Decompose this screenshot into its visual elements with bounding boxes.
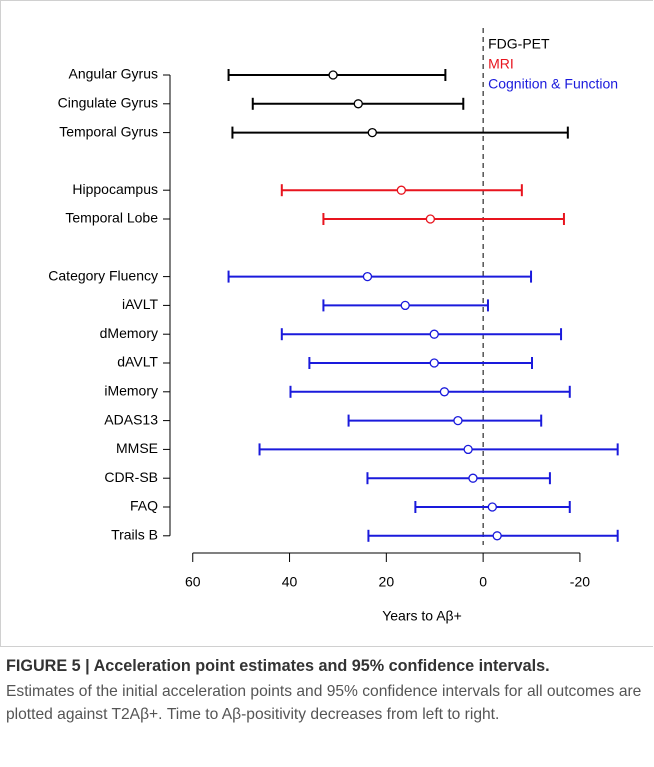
point [362, 271, 373, 282]
y-tick-label: CDR-SB [104, 469, 158, 485]
y-tick-label: Cingulate Gyrus [58, 95, 158, 111]
point [425, 214, 436, 224]
y-tick-label: iMemory [104, 383, 158, 399]
point [439, 387, 450, 397]
point [463, 444, 473, 455]
point [468, 473, 478, 483]
point [492, 531, 502, 541]
point [429, 329, 439, 339]
y-tick-label: Trails B [111, 527, 158, 543]
y-tick-label: dAVLT [117, 354, 158, 370]
y-tick-label: MMSE [116, 440, 158, 456]
legend-entry: MRI [488, 56, 514, 72]
caption-title: FIGURE 5 | Acceleration point estimates … [6, 657, 550, 675]
chart: Years to Aβ+ Angular Gyrus Cingulate Gyru… [48, 28, 619, 624]
y-tick-label: ADAS13 [104, 411, 158, 427]
point [328, 70, 338, 80]
caption-text: Estimates of the initial acceleration po… [6, 683, 642, 723]
point [487, 502, 497, 512]
y-tick-label: Category Fluency [48, 267, 158, 283]
caption: FIGURE 5 | Acceleration point estimates … [6, 655, 646, 726]
x-axis-label: Years to Aβ+ [382, 608, 462, 624]
y-tick-label: FAQ [130, 498, 158, 514]
legend-entry: FDG-PET [488, 36, 550, 52]
x-tick-label: 20 [379, 574, 395, 590]
legend-entry: Cognition & Function [488, 76, 618, 92]
point [396, 185, 406, 195]
y-tick-label: Temporal Lobe [65, 210, 158, 226]
point [453, 415, 463, 426]
y-tick-label: Temporal Gyrus [59, 123, 158, 139]
y-tick-label: Hippocampus [72, 181, 158, 197]
point [429, 358, 439, 368]
x-tick-label: 60 [185, 574, 201, 590]
point [400, 300, 410, 311]
y-tick-label: dMemory [100, 325, 158, 341]
x-tick-label: 40 [282, 574, 298, 590]
point [353, 99, 363, 109]
x-tick-label: -20 [570, 574, 590, 590]
x-tick-label: 0 [479, 574, 487, 590]
y-tick-label: iAVLT [122, 296, 158, 312]
figure-frame [0, 0, 653, 647]
point [367, 127, 377, 138]
y-tick-label: Angular Gyrus [69, 66, 158, 82]
